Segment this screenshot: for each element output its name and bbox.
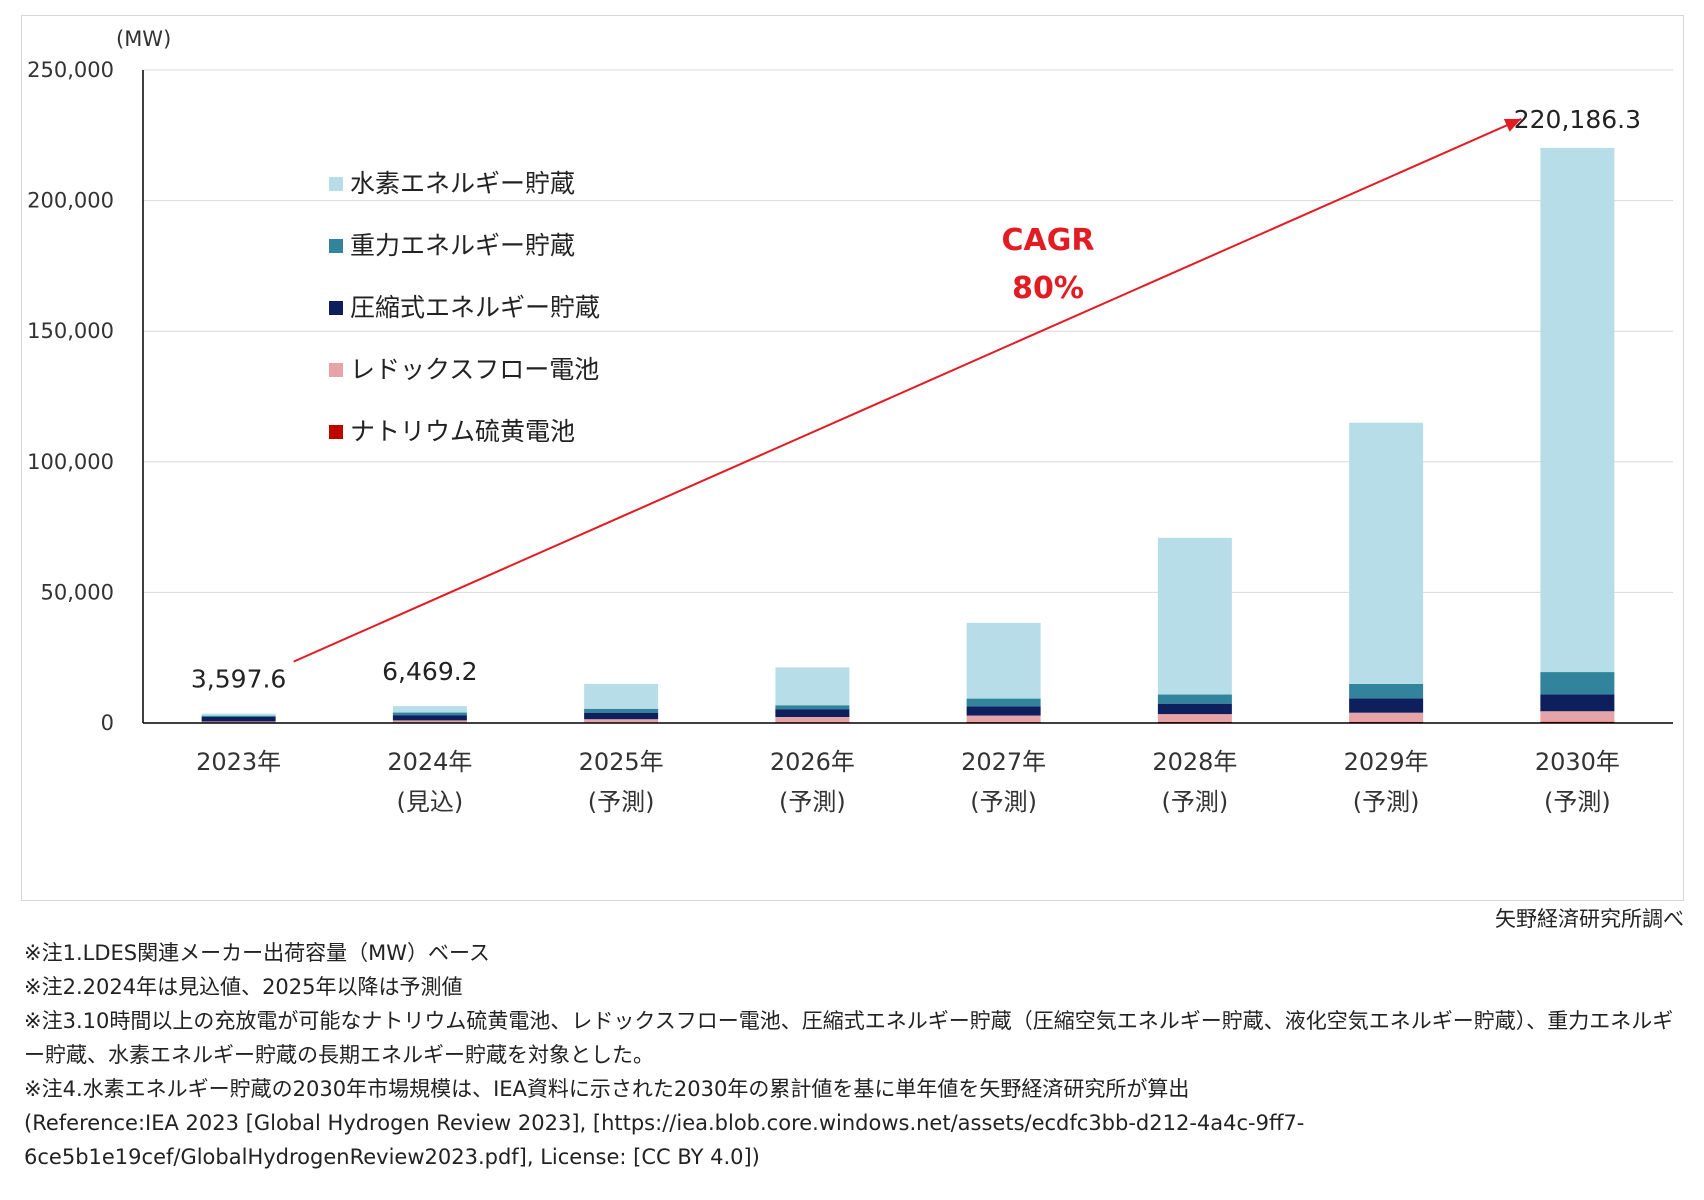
x-category-label: 2023年 (196, 748, 281, 776)
x-category-sublabel: (予測) (970, 788, 1037, 816)
legend-swatch (329, 301, 343, 315)
bar-segment (1157, 537, 1232, 695)
bar-segment (392, 706, 467, 713)
bar-segment (775, 709, 850, 717)
note-4: ※注4.水素エネルギー貯蔵の2030年市場規模は、IEA資料に示された2030年… (24, 1077, 1190, 1101)
bar-segment (966, 622, 1041, 699)
x-category-label: 2028年 (1152, 748, 1237, 776)
y-tick-label: 200,000 (27, 189, 114, 213)
bar-segment (392, 712, 467, 716)
y-tick-label: 150,000 (27, 319, 114, 343)
data-label: 6,469.2 (382, 657, 477, 686)
x-category-sublabel: (予測) (1544, 788, 1611, 816)
bar-segment (201, 716, 276, 722)
bar-segment (775, 716, 850, 723)
x-category-label: 2025年 (579, 748, 664, 776)
note-2: ※注2.2024年は見込値、2025年以降は予測値 (24, 975, 463, 999)
cagr-value: 80% (1012, 271, 1084, 306)
x-category-sublabel: (予測) (1353, 788, 1420, 816)
bar-segment (201, 721, 276, 723)
bar-segment (1157, 703, 1232, 715)
bar-segment (1349, 698, 1424, 713)
bar-segment (392, 715, 467, 721)
bar-segment (1540, 694, 1615, 712)
bar-segment (584, 708, 659, 713)
source-credit: 矢野経済研究所調べ (1495, 907, 1684, 931)
bar-segment (584, 719, 659, 723)
y-tick-label: 250,000 (27, 58, 114, 82)
bar-segment (966, 715, 1041, 723)
legend-label: ナトリウム硫黄電池 (350, 417, 575, 446)
y-tick-label: 100,000 (27, 450, 114, 474)
note-reference: (Reference:IEA 2023 [Global Hydrogen Rev… (24, 1111, 1305, 1169)
x-category-label: 2026年 (770, 748, 855, 776)
y-tick-label: 0 (101, 711, 114, 735)
bar-segment (1540, 711, 1615, 722)
bar-segment (1349, 712, 1424, 722)
bar-segment (584, 683, 659, 709)
legend-label: 水素エネルギー貯蔵 (350, 169, 575, 198)
bar-segment (392, 720, 467, 723)
bar-segment (1157, 714, 1232, 722)
x-category-sublabel: (予測) (588, 788, 655, 816)
legend-label: レドックスフロー電池 (350, 355, 599, 384)
notes: ※注1.LDES関連メーカー出荷容量（MW）ベース ※注2.2024年は見込値、… (24, 936, 1684, 1174)
bar-segment (201, 713, 276, 716)
bar-segment (775, 705, 850, 710)
bar-segment (584, 712, 659, 720)
bar-segment (201, 715, 276, 717)
chart-frame: 0 50,000 100,000 150,000 200,000 250,000 (MW) 2… (21, 15, 1684, 901)
legend-swatch (329, 425, 343, 439)
legend-swatch (329, 363, 343, 377)
bar-segment (1349, 422, 1424, 684)
y-unit-label: (MW) (116, 27, 171, 51)
bar-segment (1349, 683, 1424, 699)
note-3: ※注3.10時間以上の充放電が可能なナトリウム硫黄電池、レドックスフロー電池、圧… (24, 1009, 1674, 1067)
bar-segment (966, 706, 1041, 716)
bar-segment (966, 698, 1041, 707)
legend-swatch (329, 177, 343, 191)
bar-segment (1157, 694, 1232, 704)
data-label: 3,597.6 (191, 665, 286, 694)
x-category-label: 2030年 (1535, 748, 1620, 776)
cagr-arrow-head (1503, 118, 1522, 132)
y-tick-label: 50,000 (41, 580, 114, 604)
x-category-sublabel: (予測) (779, 788, 846, 816)
cagr-label: CAGR (1002, 223, 1095, 258)
x-category-sublabel: (見込) (397, 788, 464, 816)
note-1: ※注1.LDES関連メーカー出荷容量（MW）ベース (24, 941, 490, 965)
bar-segment (1540, 672, 1615, 695)
chart-svg: 0 50,000 100,000 150,000 200,000 250,000(MW) 2… (27, 27, 1673, 816)
cagr-arrow-line (293, 117, 1522, 663)
legend-swatch (329, 239, 343, 253)
bar-segment (1540, 147, 1615, 673)
x-category-label: 2024年 (387, 748, 472, 776)
legend-label: 重力エネルギー貯蔵 (350, 231, 575, 260)
x-category-label: 2029年 (1344, 748, 1429, 776)
data-label: 220,186.3 (1514, 105, 1641, 134)
x-category-label: 2027年 (961, 748, 1046, 776)
x-category-sublabel: (予測) (1162, 788, 1229, 816)
bar-segment (775, 667, 850, 706)
legend-label: 圧縮式エネルギー貯蔵 (350, 293, 600, 322)
